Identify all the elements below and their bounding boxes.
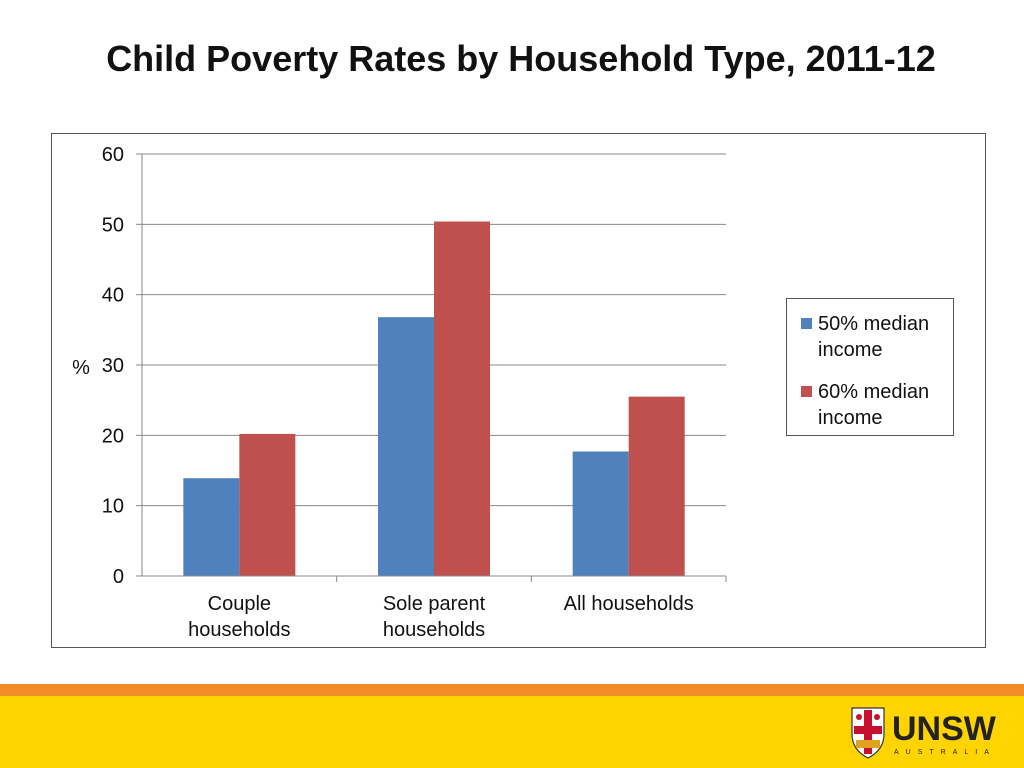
bar (572, 451, 629, 576)
y-tick-label: 20 (102, 425, 124, 447)
unsw-logo: UNSW AUSTRALIA (851, 707, 997, 759)
chart-legend: 50% median income 60% median income (786, 298, 954, 436)
x-tick-label: households (188, 619, 290, 641)
bar (239, 433, 296, 576)
y-tick-label: 40 (102, 285, 124, 307)
bar (434, 221, 490, 576)
x-tick-label: All households (564, 593, 694, 615)
legend-swatch-series-1 (801, 318, 812, 329)
y-tick-label: 0 (113, 566, 124, 588)
footer-stripe (0, 684, 1024, 696)
y-tick-label: 30 (102, 355, 124, 377)
logo-subtext: AUSTRALIA (894, 749, 996, 756)
logo-wordmark: UNSW (892, 710, 997, 748)
legend-swatch-series-2 (801, 386, 812, 397)
y-tick-label: 60 (102, 144, 124, 166)
legend-label-series-1: 50% median income (818, 313, 930, 361)
bar (378, 317, 434, 576)
y-tick-label: 10 (102, 496, 124, 518)
bar (183, 478, 240, 576)
bar (628, 396, 685, 576)
slide-title: Child Poverty Rates by Household Type, 2… (106, 38, 936, 79)
y-tick-label: 50 (102, 214, 124, 236)
legend-label-series-2: 60% median income (818, 381, 930, 429)
x-tick-label: Sole parent (383, 593, 486, 615)
x-tick-label: Couple (208, 593, 271, 615)
unsw-crest-icon (851, 707, 885, 759)
x-tick-label: households (383, 619, 485, 641)
y-axis-title: % (72, 357, 90, 379)
